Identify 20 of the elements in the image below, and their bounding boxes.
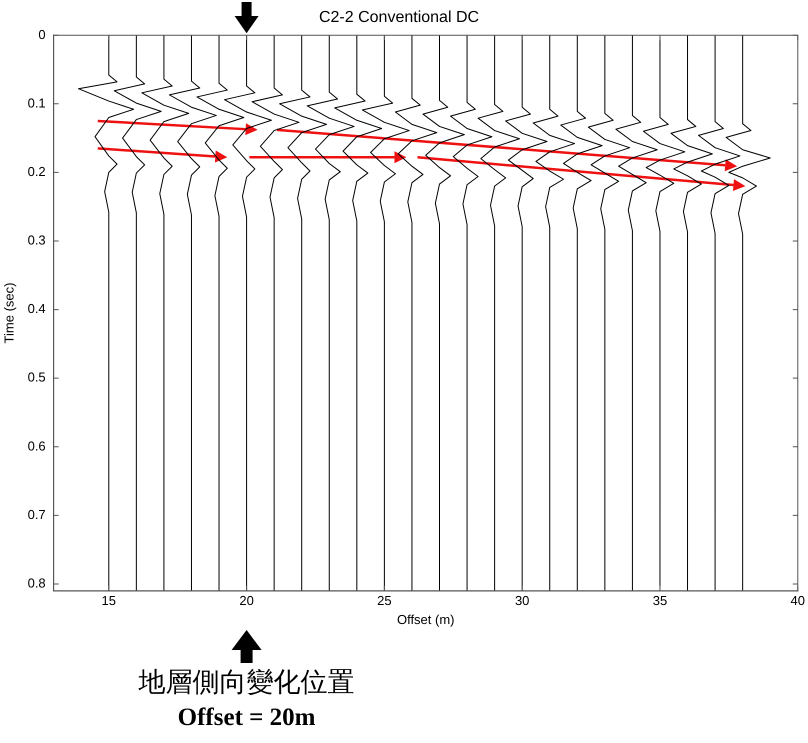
y-axis-title: Time (sec) bbox=[1, 282, 16, 344]
y-tick-label: 0 bbox=[38, 26, 46, 42]
x-tick-label: 15 bbox=[102, 593, 116, 608]
y-tick-label: 0.5 bbox=[28, 370, 46, 385]
y-tick-label: 0.3 bbox=[28, 232, 46, 248]
x-tick-label: 30 bbox=[514, 593, 530, 608]
y-tick-label: 0.4 bbox=[28, 301, 46, 316]
x-tick-label: 20 bbox=[239, 593, 254, 608]
x-axis-title: Offset (m) bbox=[396, 612, 454, 627]
y-tick-label: 0.6 bbox=[28, 438, 46, 454]
x-tick-label: 35 bbox=[652, 593, 668, 608]
y-tick-label: 0.7 bbox=[28, 506, 46, 522]
chart-title: C2-2 Conventional DC bbox=[318, 9, 480, 26]
y-tick-label: 0.2 bbox=[28, 164, 46, 179]
text: 地層側向變化位置 bbox=[138, 666, 356, 699]
x-tick-label: 25 bbox=[377, 593, 392, 608]
y-tick-label: 0.1 bbox=[28, 95, 46, 110]
y-tick-label: 0.8 bbox=[28, 576, 46, 591]
text: Offset = 20m bbox=[176, 703, 316, 733]
x-tick-label: 40 bbox=[790, 593, 806, 608]
